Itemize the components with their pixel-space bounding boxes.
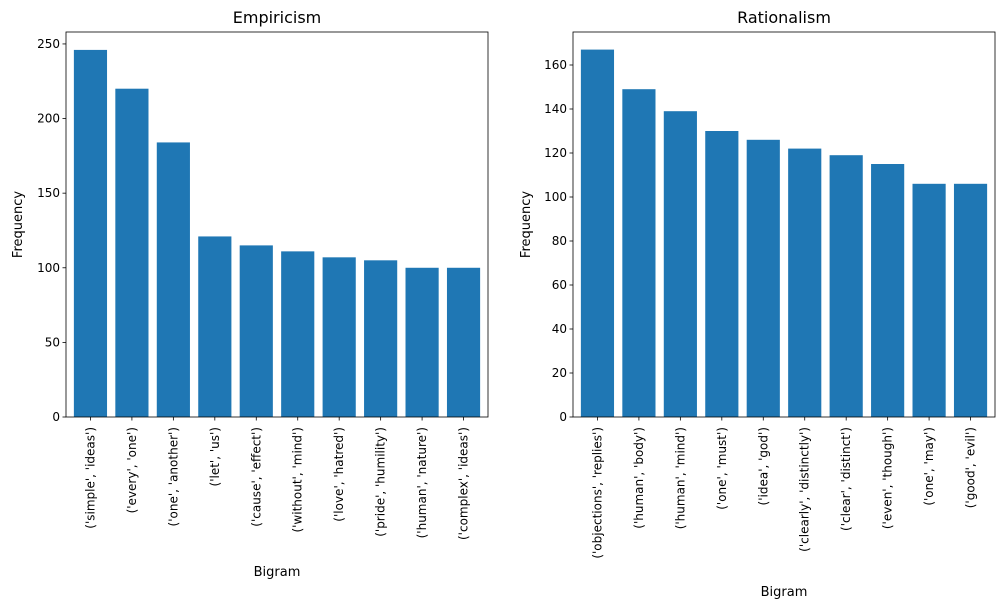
x-tick-label: ('human', 'body'): [632, 427, 646, 529]
x-tick-label: ('simple', 'ideas'): [83, 427, 97, 529]
y-tick-label: 200: [37, 112, 60, 126]
bar: [622, 89, 656, 417]
bar: [953, 183, 988, 417]
y-tick-label: 80: [552, 234, 567, 248]
x-tick-label: ('let', 'us'): [208, 427, 222, 486]
y-tick-label: 40: [552, 322, 567, 336]
bar: [322, 257, 356, 417]
x-tick-label: ('human', 'nature'): [415, 427, 429, 538]
chart-panel-1: 0 50 100 150 200 250 ('simple', 'ideas') ('ever…: [11, 8, 489, 580]
x-tick-label: ('one', 'may'): [922, 427, 936, 506]
x-tick-label: ('one', 'another'): [166, 427, 180, 526]
y-tick-label: 150: [37, 186, 60, 200]
bar: [198, 236, 232, 417]
bar: [156, 142, 190, 417]
y-axis-label: Frequency: [11, 191, 26, 258]
x-axis-label: Bigram: [761, 585, 808, 600]
y-tick-label: 140: [544, 102, 567, 116]
x-tick-label: ('without', 'mind'): [291, 427, 305, 533]
x-tick-label: ('even', 'though'): [881, 427, 895, 529]
bar: [405, 267, 439, 417]
y-tick-label: 0: [52, 410, 60, 424]
x-tick-label: ('love', 'hatred'): [332, 427, 346, 522]
x-tick-label: ('idea', 'god'): [756, 427, 770, 505]
y-tick-label: 100: [544, 190, 567, 204]
x-tick-label: ('one', 'must'): [715, 427, 729, 510]
y-tick-label: 20: [552, 366, 567, 380]
x-tick-label: ('cause', 'effect'): [249, 427, 263, 527]
x-tick-label: ('human', 'mind'): [673, 427, 687, 529]
bar: [871, 164, 905, 417]
bar: [580, 49, 615, 417]
x-tick-label: ('objections', 'replies'): [590, 427, 604, 559]
y-tick-label: 50: [45, 335, 60, 349]
bar: [829, 155, 863, 417]
bar: [73, 49, 108, 417]
bar: [788, 148, 822, 417]
bar: [446, 267, 481, 417]
chart-title: Rationalism: [737, 8, 831, 27]
bar: [115, 88, 149, 417]
bar: [663, 111, 697, 417]
y-tick-label: 60: [552, 278, 567, 292]
axes-frame: [65, 31, 489, 418]
bar: [281, 251, 315, 417]
chart-title: Empiricism: [233, 8, 321, 27]
bar: [239, 245, 273, 417]
x-tick-label: ('good', 'evil'): [964, 427, 978, 508]
bar: [705, 131, 739, 417]
x-tick-label: ('every', 'one'): [125, 427, 139, 513]
y-tick-label: 160: [544, 58, 567, 72]
y-tick-label: 120: [544, 146, 567, 160]
bar: [746, 139, 780, 418]
chart-panel-2: 0 20 40 60 80 100 120 140 160 ('objections', 'rep…: [519, 8, 996, 600]
y-axis-label: Frequency: [519, 191, 534, 258]
bar: [364, 260, 398, 417]
x-tick-label: ('complex', 'ideas'): [457, 427, 471, 540]
x-tick-label: ('clearly', 'distinctly'): [798, 427, 812, 552]
y-tick-label: 100: [37, 261, 60, 275]
x-tick-label: ('clear', 'distinct'): [839, 427, 853, 531]
axes-frame: [572, 31, 996, 418]
y-tick-label: 250: [37, 37, 60, 51]
x-tick-label: ('pride', 'humility'): [374, 427, 388, 537]
y-tick-label: 0: [559, 410, 567, 424]
bar: [912, 183, 946, 417]
x-axis-label: Bigram: [254, 565, 301, 580]
